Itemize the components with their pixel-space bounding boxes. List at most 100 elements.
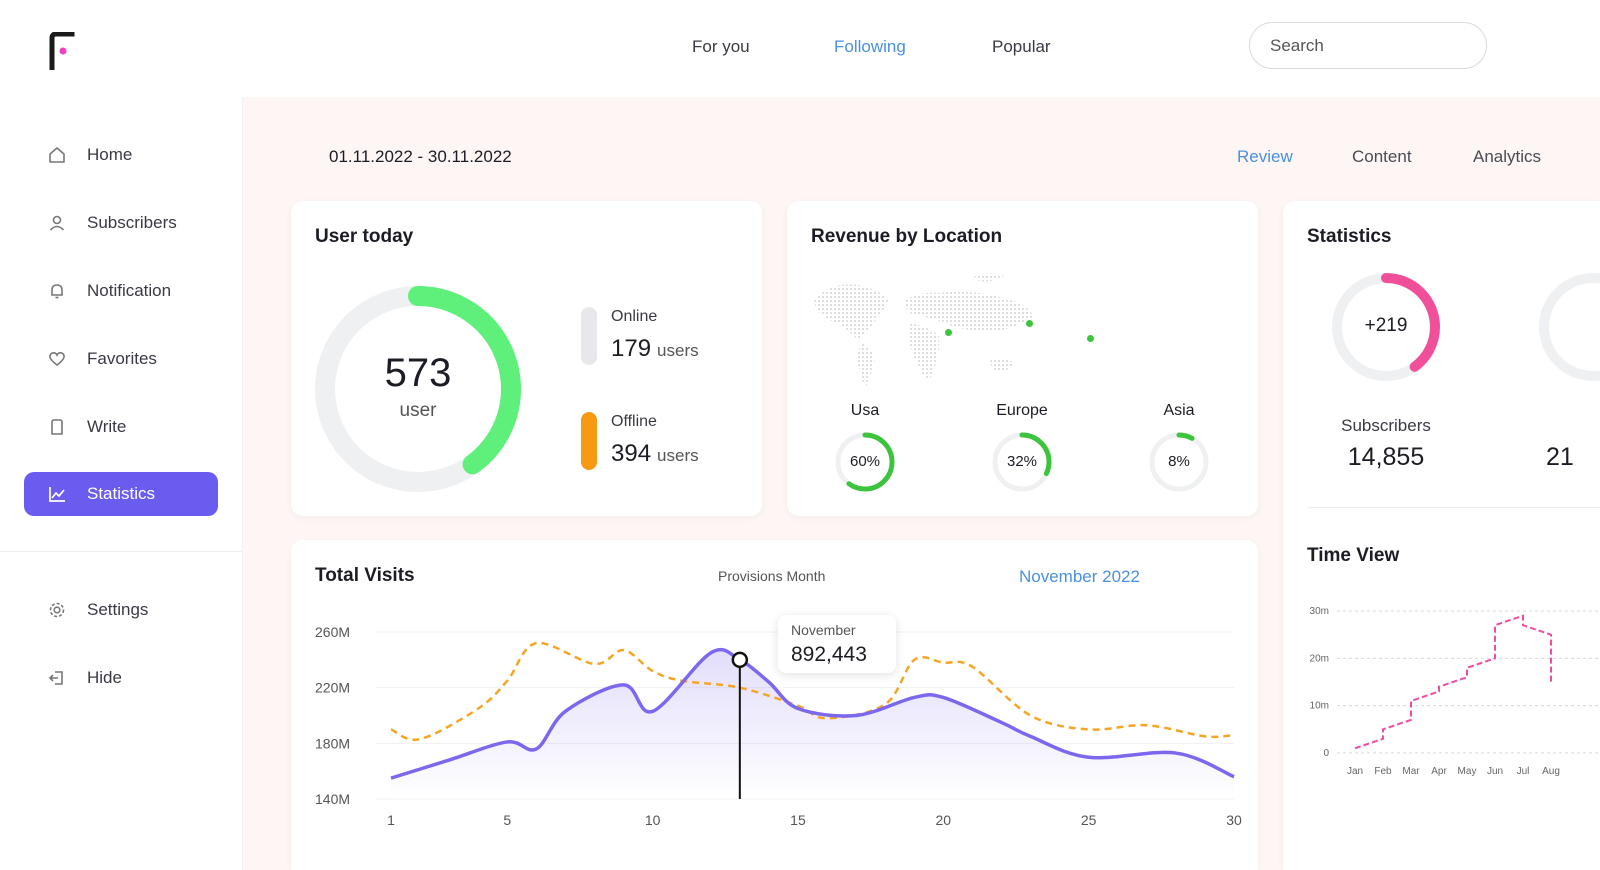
sidebar-item-label: Subscribers [87,213,177,232]
card-title: User today [315,226,414,247]
online-label: Online [611,308,658,325]
search-box[interactable] [1249,22,1487,69]
region-value-usa: 60% [849,453,881,470]
legend-current-month[interactable]: November 2022 [1019,567,1140,586]
statistics-ring-label: +219 [1364,315,1408,336]
user-ring-chart [315,286,521,492]
gear-icon [46,599,68,621]
region-label-asia: Asia [1163,402,1195,419]
subscribers-value: 14,855 [1347,443,1425,471]
offline-label: Offline [611,413,657,430]
tab-review[interactable]: Review [1237,147,1293,166]
sidebar-item-settings[interactable]: Settings [24,588,218,632]
document-icon [46,416,68,438]
date-range[interactable]: 01.11.2022 - 30.11.2022 [329,147,512,166]
y-tick-label: 180M [315,735,350,751]
y-tick-label: 10m [1310,701,1329,712]
tab-analytics[interactable]: Analytics [1473,147,1542,166]
region-ring-arc [1149,432,1209,492]
sidebar-item-home[interactable]: Home [24,133,218,177]
statistics-ring-chart-partial [1539,273,1600,381]
subscribers-label: Subscribers [1341,416,1431,435]
sidebar-item-notification[interactable]: Notification [24,269,218,313]
sidebar-item-statistics[interactable]: Statistics [24,472,218,516]
top-tab-for-you[interactable]: For you [692,37,750,56]
card-title: Revenue by Location [811,226,1003,247]
region-value-asia: 8% [1168,453,1190,470]
sidebar-item-subscribers[interactable]: Subscribers [24,201,218,245]
series-line-provisions-month [390,641,1235,742]
sidebar-item-hide[interactable]: Hide [24,656,218,700]
sidebar-item-label: Hide [87,668,122,687]
online-legend-bar [581,307,597,365]
y-tick-label: 260M [315,624,350,640]
bell-icon [46,280,68,302]
x-tick-label: Jul [1517,766,1530,777]
sidebar-item-label: Write [87,417,127,436]
offline-count-line: 394 users [611,440,699,468]
online-count-line: 179 users [611,335,699,363]
heart-icon [46,348,68,370]
x-tick-label: Jan [1347,766,1363,777]
sidebar-item-label: Home [87,145,133,164]
x-tick-label: May [1458,766,1477,777]
x-tick-label: Feb [1374,766,1392,777]
offline-legend-bar [581,412,597,470]
map-marker-asia [1087,335,1094,342]
statistics-card: Statistics +219 Subscribers 14,855 21 Ti… [1283,201,1600,870]
region-label-europe: Europe [996,402,1048,419]
legend-provisions[interactable]: Provisions Month [718,568,826,584]
offline-count: 394 [611,440,652,467]
card-title: Total Visits [315,565,415,586]
y-tick-label: 140M [315,791,350,807]
user-today-card: User today 573 user Online 179 users Offl… [291,201,762,516]
sidebar-item-label: Statistics [87,484,156,503]
map-marker-usa [945,329,952,336]
sidebar: Home Subscribers Notification Favorites … [0,97,243,870]
tooltip-label: November [791,622,856,638]
online-unit: users [657,341,699,360]
top-tab-following[interactable]: Following [834,37,906,56]
home-icon [46,144,68,166]
user-icon [46,212,68,234]
region-ring-asia [1149,432,1209,492]
online-count: 179 [611,335,652,362]
top-bar: For you Following Popular [0,0,1600,98]
region-value-europe: 32% [1006,453,1038,470]
x-tick-label: 5 [503,812,511,828]
sidebar-item-label: Favorites [87,349,157,368]
world-map [814,273,1034,389]
region-ring-europe [992,432,1052,492]
search-input[interactable] [1268,35,1472,57]
highlight-point[interactable] [731,651,749,669]
statistics-partial-value: 21 [1546,443,1574,471]
x-tick-label: Aug [1542,766,1560,777]
x-tick-label: 15 [790,812,806,828]
sidebar-item-favorites[interactable]: Favorites [24,337,218,381]
map-marker-europe [1026,320,1033,327]
region-ring-arc [835,432,895,492]
sidebar-item-write[interactable]: Write [24,405,218,449]
sidebar-item-label: Settings [87,600,149,619]
card-title: Statistics [1307,226,1392,247]
sidebar-item-label: Notification [87,281,172,300]
x-tick-label: 20 [936,812,952,828]
logo[interactable] [48,32,78,70]
time-view-series-line [1354,614,1552,750]
tab-content[interactable]: Content [1352,147,1412,166]
statistics-ring-chart [1332,273,1440,381]
x-tick-label: 30 [1226,812,1242,828]
tooltip-value: 892,443 [791,643,867,666]
chart-tooltip: November 892,443 [778,615,896,673]
region-label-usa: Usa [850,402,880,419]
top-tab-popular[interactable]: Popular [992,37,1051,56]
y-tick-label: 30m [1310,606,1329,617]
y-tick-label: 220M [315,680,350,696]
series-line-november-2022 [390,647,1235,780]
x-tick-label: 10 [645,812,661,828]
series-area-november-2022 [391,649,1234,799]
user-total-unit: user [399,400,437,421]
user-total: 573 [384,351,452,395]
x-tick-label: Mar [1402,766,1420,777]
x-tick-label: 1 [387,812,395,828]
